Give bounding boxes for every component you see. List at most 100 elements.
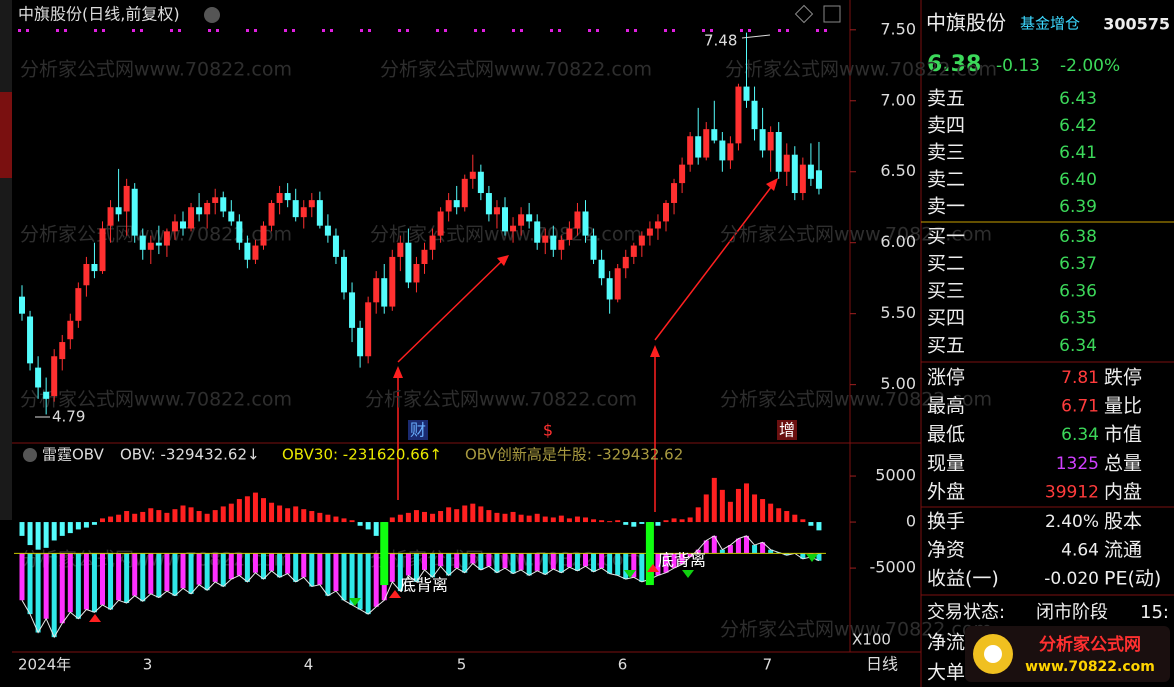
histogram-bar: [607, 521, 613, 523]
signal-dot: [588, 29, 591, 32]
y-tick-label: 5.50: [880, 303, 916, 322]
histogram-bar: [695, 507, 701, 523]
candle-body: [180, 221, 186, 229]
histogram-bar: [51, 522, 57, 541]
histogram-bar: [116, 514, 122, 523]
y-tick-label: 7.00: [880, 90, 916, 109]
histogram-bar: [83, 522, 89, 528]
candle-body: [365, 302, 372, 357]
signal-dot: [208, 29, 211, 32]
book-price: 6.36: [1059, 281, 1097, 301]
sidebar-tab[interactable]: [0, 92, 12, 178]
window-icon[interactable]: [794, 4, 814, 24]
histogram-bar: [663, 520, 669, 523]
candle-body: [381, 278, 388, 307]
histogram-bar: [502, 513, 508, 523]
histogram-bar: [703, 494, 709, 523]
indicator-legend: OBV创新高是牛股: -329432.62: [465, 446, 683, 464]
high-label: 7.48: [704, 32, 737, 50]
candle-body: [139, 235, 146, 250]
histogram-bar: [413, 510, 419, 523]
signal-dot: [664, 29, 667, 32]
signal-dot: [18, 29, 21, 32]
histogram-bar: [35, 522, 41, 550]
book-label: 卖四: [927, 115, 965, 137]
histogram-bar: [534, 513, 540, 523]
book-label: 卖三: [927, 142, 965, 164]
histogram-bar: [768, 503, 774, 523]
histogram-bar: [438, 511, 444, 523]
trade-status: 闭市阶段: [1036, 602, 1108, 623]
signal-dot: [702, 29, 705, 32]
candle-body: [445, 200, 452, 212]
y-tick-label: 5000: [875, 466, 916, 485]
histogram-bar: [510, 511, 516, 523]
histogram-bar: [277, 505, 283, 523]
signal-dot: [816, 29, 819, 32]
watermark: 分析家公式网www.70822.com: [725, 59, 997, 81]
y-tick-label: 7.50: [880, 19, 916, 38]
marker-box: [777, 420, 797, 440]
candle-body: [373, 278, 380, 303]
x-tick-label: 2024年: [18, 656, 71, 674]
candle-body: [783, 154, 790, 172]
histogram-bar: [156, 510, 162, 523]
histogram-bar: [75, 522, 81, 530]
histogram-bar: [196, 511, 202, 523]
histogram-bar: [542, 516, 548, 523]
candle-body: [654, 221, 661, 229]
histogram-bar: [599, 520, 605, 523]
low-label: 4.79: [52, 408, 85, 426]
stat-label: 流通: [1104, 539, 1142, 561]
price-change: -0.13: [996, 56, 1040, 76]
signal-dot: [284, 29, 287, 32]
candle-body: [413, 264, 420, 283]
candle-body: [405, 242, 412, 283]
histogram-bar: [164, 512, 170, 523]
sidebar[interactable]: [0, 0, 12, 520]
watermark: 分析家公式网www.70822.com: [720, 619, 992, 641]
signal-dot: [482, 29, 485, 32]
histogram-bar: [180, 505, 186, 523]
candle-body: [646, 228, 653, 236]
histogram-bar: [405, 512, 411, 523]
arrow-head: [650, 345, 660, 357]
histogram-bar: [462, 505, 468, 523]
histogram-bar: [719, 489, 725, 523]
flow-label: 大单: [927, 662, 965, 684]
histogram-bar: [132, 513, 138, 523]
signal-dot: [786, 29, 789, 32]
indicator-icon[interactable]: [23, 448, 37, 462]
histogram-bar: [27, 522, 33, 546]
candle-body: [163, 231, 170, 246]
window-icon[interactable]: [823, 5, 841, 23]
signal-dot: [94, 29, 97, 32]
histogram-bar: [639, 522, 645, 524]
candle-body: [582, 211, 589, 236]
x-tick-label: 3: [143, 656, 153, 674]
dropdown-icon[interactable]: [204, 7, 220, 23]
stat-label: PE(动): [1104, 568, 1161, 590]
watermark: 分析家公式网www.70822.com: [20, 59, 292, 81]
candle-body: [252, 245, 259, 260]
signal-dot: [368, 29, 371, 32]
candle-body: [131, 188, 138, 236]
candle-body: [236, 221, 243, 243]
histogram-bar: [550, 517, 556, 523]
candle-body: [590, 235, 597, 260]
candle-body: [260, 225, 267, 246]
histogram-bar: [301, 509, 307, 523]
candle-body: [107, 207, 114, 226]
histogram-bar: [744, 483, 749, 523]
candle-body: [485, 193, 492, 215]
signal-dot: [436, 29, 439, 32]
candle-body: [502, 207, 508, 232]
candle-body: [389, 256, 396, 307]
histogram-bar: [454, 509, 460, 523]
logo-flower: [984, 645, 1002, 663]
obv-line: [21, 535, 820, 639]
event-marker: 增: [779, 421, 795, 440]
